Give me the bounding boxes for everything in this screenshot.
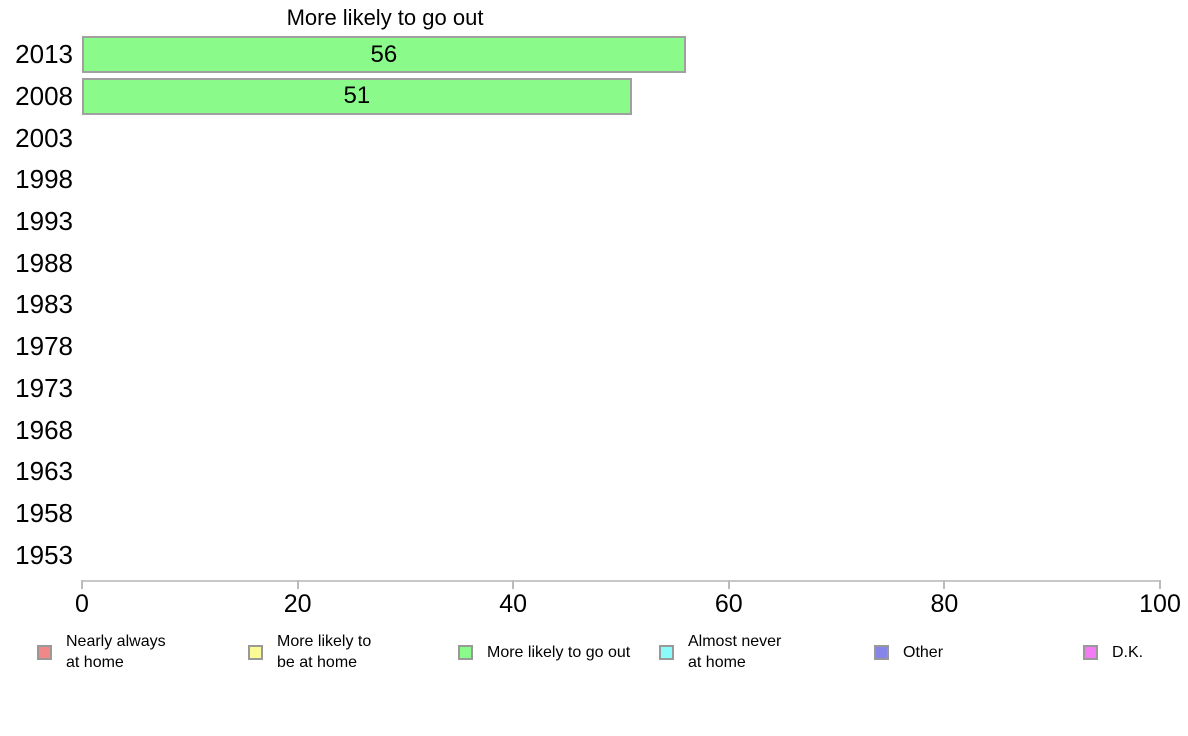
chart-row: 1993 <box>0 201 1188 243</box>
x-tick-label: 0 <box>75 590 89 618</box>
legend-label: Nearly always at home <box>66 633 166 671</box>
legend-item[interactable]: More likely to go out <box>458 626 630 678</box>
legend-swatch <box>659 644 674 660</box>
chart-row: 1988 <box>0 242 1188 284</box>
chart-row: 1973 <box>0 368 1188 410</box>
y-axis-label: 2008 <box>15 81 73 112</box>
y-axis-label: 1958 <box>15 497 73 528</box>
y-axis-label: 1973 <box>15 372 73 403</box>
y-axis-label: 2003 <box>15 122 73 153</box>
bar-track <box>82 534 1160 576</box>
bar-2008[interactable]: 51 <box>82 77 632 115</box>
y-axis-label: 1978 <box>15 331 73 362</box>
chart-row: 1978 <box>0 326 1188 368</box>
chart-row: 1983 <box>0 284 1188 326</box>
x-tick-mark <box>512 580 515 589</box>
legend-swatch <box>37 644 52 660</box>
chart-row: 1963 <box>0 451 1188 493</box>
chart-title: More likely to go out <box>286 5 484 30</box>
bar-track <box>82 451 1160 493</box>
chart-row: 2013 56 <box>0 34 1188 76</box>
chart-row: 2003 <box>0 117 1188 159</box>
chart-row: 1998 <box>0 159 1188 201</box>
bar-track <box>82 117 1160 159</box>
legend-item[interactable]: Nearly always at home <box>37 626 166 678</box>
x-tick-label: 20 <box>283 590 312 618</box>
bar-track <box>82 201 1160 243</box>
bar-track <box>82 242 1160 284</box>
x-tick-label: 60 <box>714 590 743 618</box>
legend-swatch <box>874 644 889 660</box>
legend: Nearly always at home More likely to be a… <box>0 626 1188 678</box>
y-axis-label: 1983 <box>15 289 73 320</box>
legend-label: Almost never at home <box>688 633 782 671</box>
legend-swatch <box>248 644 263 660</box>
chart-row: 2008 51 <box>0 76 1188 118</box>
bar-track: 51 <box>82 76 1160 118</box>
x-tick-mark <box>943 580 946 589</box>
x-tick-mark <box>296 580 299 589</box>
bar-track <box>82 284 1160 326</box>
bar-track: 56 <box>82 34 1160 76</box>
legend-item[interactable]: D.K. <box>1083 626 1143 678</box>
chart-row: 1953 <box>0 534 1188 576</box>
legend-label: D.K. <box>1112 643 1144 661</box>
legend-item[interactable]: More likely to be at home <box>248 626 371 678</box>
bar-2013[interactable]: 56 <box>82 36 686 74</box>
bar-track <box>82 409 1160 451</box>
legend-label: More likely to go out <box>487 643 631 661</box>
bar-track <box>82 159 1160 201</box>
legend-item[interactable]: Almost never at home <box>659 626 781 678</box>
x-tick-label: 80 <box>930 590 959 618</box>
legend-swatch <box>458 644 473 660</box>
bar-value-label: 56 <box>370 40 398 68</box>
bar-track <box>82 326 1160 368</box>
x-axis: 0 20 40 60 80 100 <box>75 580 1181 620</box>
y-axis-label: 1968 <box>15 414 73 445</box>
x-tick-mark <box>81 580 83 589</box>
legend-swatch <box>1083 644 1098 660</box>
y-axis-label: 1963 <box>15 456 73 487</box>
legend-label: More likely to be at home <box>277 633 372 671</box>
x-tick-label: 100 <box>1139 590 1181 618</box>
legend-item[interactable]: Other <box>874 626 943 678</box>
x-tick-mark <box>727 580 730 589</box>
bar-track <box>82 368 1160 410</box>
y-axis-label: 2013 <box>15 39 73 70</box>
y-axis-label: 1998 <box>15 164 73 195</box>
x-tick-label: 40 <box>499 590 528 618</box>
x-axis-line <box>81 580 1161 582</box>
chart-row: 1968 <box>0 409 1188 451</box>
y-axis-label: 1953 <box>15 539 73 570</box>
x-tick-mark <box>1159 580 1161 589</box>
y-axis-label: 1988 <box>15 247 73 278</box>
bar-track <box>82 493 1160 535</box>
y-axis-label: 1993 <box>15 206 73 237</box>
bar-value-label: 51 <box>343 82 371 110</box>
chart-row: 1958 <box>0 493 1188 535</box>
plot-area: 2013 56 2008 51 2003 1998 1993 1988 1983 1978 1973… <box>0 34 1188 576</box>
legend-label: Other <box>903 643 944 661</box>
